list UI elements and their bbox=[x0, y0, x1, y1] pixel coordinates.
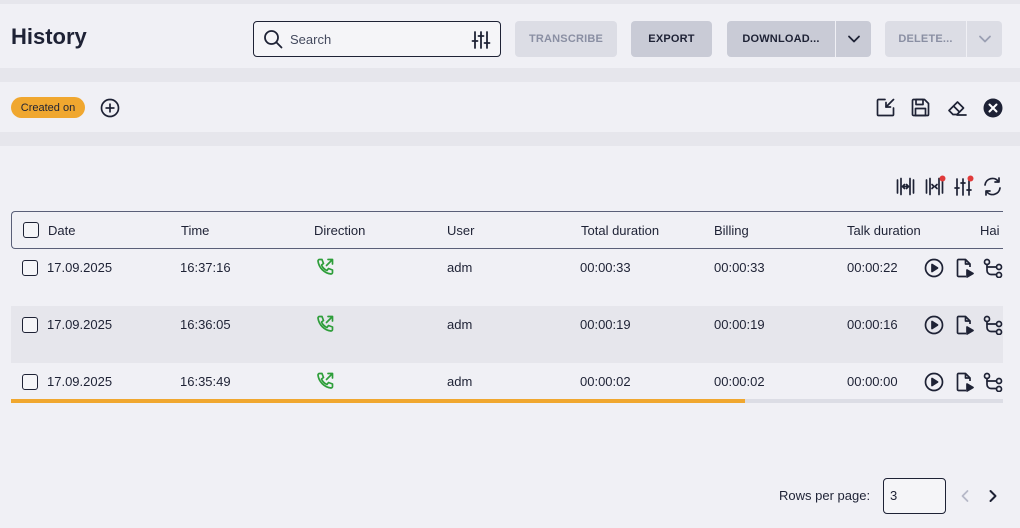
cell-total-duration: 00:00:02 bbox=[580, 374, 631, 389]
compact-columns-icon[interactable] bbox=[924, 174, 947, 202]
horizontal-scrollbar[interactable] bbox=[11, 399, 1003, 403]
row-checkbox[interactable] bbox=[22, 260, 38, 276]
recording-file-icon[interactable] bbox=[955, 315, 975, 338]
call-flow-icon[interactable] bbox=[983, 315, 1003, 338]
column-header-truncated[interactable]: Hai bbox=[980, 223, 1000, 238]
eraser-icon[interactable] bbox=[946, 98, 968, 123]
cell-time: 16:35:49 bbox=[180, 374, 231, 389]
refresh-icon[interactable] bbox=[982, 176, 1003, 202]
transcribe-button[interactable]: TRANSCRIBE bbox=[515, 21, 617, 57]
cell-talk-duration: 00:00:22 bbox=[847, 260, 898, 275]
play-icon[interactable] bbox=[924, 258, 944, 281]
play-icon[interactable] bbox=[924, 372, 944, 395]
cell-user: adm bbox=[447, 260, 473, 275]
header-bar: History TRANSCRIBE EXPORT DOWNLOAD... DE… bbox=[0, 0, 1020, 68]
column-header-date[interactable]: Date bbox=[48, 223, 76, 238]
call-flow-icon[interactable] bbox=[983, 372, 1003, 395]
column-header-billing[interactable]: Billing bbox=[714, 223, 749, 238]
download-button[interactable]: DOWNLOAD... bbox=[727, 21, 835, 57]
call-flow-icon[interactable] bbox=[983, 258, 1003, 281]
outgoing-call-icon bbox=[315, 371, 335, 394]
cell-total-duration: 00:00:19 bbox=[580, 317, 631, 332]
column-header-direction[interactable]: Direction bbox=[314, 223, 366, 238]
cell-date: 17.09.2025 bbox=[47, 317, 113, 332]
outgoing-call-icon bbox=[315, 257, 335, 280]
cell-user: adm bbox=[447, 317, 473, 332]
add-filter-icon[interactable] bbox=[100, 98, 120, 123]
outgoing-call-icon bbox=[315, 314, 335, 337]
cell-date: 17.09.2025 bbox=[47, 260, 113, 275]
rows-per-page-label: Rows per page: bbox=[779, 488, 871, 503]
cell-talk-duration: 00:00:00 bbox=[847, 374, 898, 389]
chevron-down-icon bbox=[978, 35, 991, 43]
select-all-checkbox[interactable] bbox=[23, 222, 39, 238]
cell-time: 16:36:05 bbox=[180, 317, 231, 332]
table-row[interactable]: 17.09.2025 16:37:16 adm 00:00:33 00:00:3… bbox=[11, 249, 1003, 306]
download-menu-button[interactable] bbox=[836, 21, 871, 57]
load-filter-icon[interactable] bbox=[875, 97, 896, 123]
column-header-talk-duration[interactable]: Talk duration bbox=[847, 223, 921, 238]
cell-time: 16:37:16 bbox=[180, 260, 231, 275]
next-page-icon[interactable] bbox=[984, 487, 1002, 510]
row-checkbox[interactable] bbox=[22, 317, 38, 333]
cell-date: 17.09.2025 bbox=[47, 374, 113, 389]
row-checkbox[interactable] bbox=[22, 374, 38, 390]
export-button[interactable]: EXPORT bbox=[631, 21, 712, 57]
history-table: Date Time Direction User Total duration … bbox=[11, 211, 1003, 420]
save-filter-icon[interactable] bbox=[910, 97, 931, 123]
table-row[interactable]: 17.09.2025 16:35:49 adm 00:00:02 00:00:0… bbox=[11, 363, 1003, 420]
column-settings-icon[interactable] bbox=[954, 174, 976, 202]
rows-per-page-input[interactable]: 3 bbox=[883, 478, 946, 514]
divider-band bbox=[0, 132, 1020, 146]
column-header-time[interactable]: Time bbox=[181, 223, 210, 238]
expand-columns-icon[interactable] bbox=[895, 176, 916, 202]
search-icon bbox=[263, 29, 283, 54]
scrollbar-thumb[interactable] bbox=[11, 399, 746, 403]
delete-menu-button[interactable] bbox=[967, 21, 1002, 57]
clear-filters-icon[interactable] bbox=[983, 98, 1003, 123]
previous-page-icon[interactable] bbox=[956, 487, 974, 510]
table-header: Date Time Direction User Total duration … bbox=[11, 211, 1003, 249]
filter-chip-created-on[interactable]: Created on bbox=[11, 97, 85, 118]
cell-billing: 00:00:19 bbox=[714, 317, 765, 332]
delete-button[interactable]: DELETE... bbox=[885, 21, 966, 57]
column-header-total-duration[interactable]: Total duration bbox=[581, 223, 660, 238]
divider-band bbox=[0, 68, 1020, 82]
chevron-down-icon bbox=[847, 35, 860, 43]
column-header-user[interactable]: User bbox=[447, 223, 475, 238]
page-title: History bbox=[11, 24, 87, 49]
search-box[interactable] bbox=[253, 21, 501, 57]
recording-file-icon[interactable] bbox=[955, 372, 975, 395]
cell-billing: 00:00:33 bbox=[714, 260, 765, 275]
search-input[interactable] bbox=[290, 30, 460, 48]
cell-billing: 00:00:02 bbox=[714, 374, 765, 389]
recording-file-icon[interactable] bbox=[955, 258, 975, 281]
cell-talk-duration: 00:00:16 bbox=[847, 317, 898, 332]
cell-total-duration: 00:00:33 bbox=[580, 260, 631, 275]
cell-user: adm bbox=[447, 374, 473, 389]
table-row[interactable]: 17.09.2025 16:36:05 adm 00:00:19 00:00:1… bbox=[11, 306, 1003, 363]
filter-settings-icon[interactable] bbox=[471, 30, 491, 55]
play-icon[interactable] bbox=[924, 315, 944, 338]
